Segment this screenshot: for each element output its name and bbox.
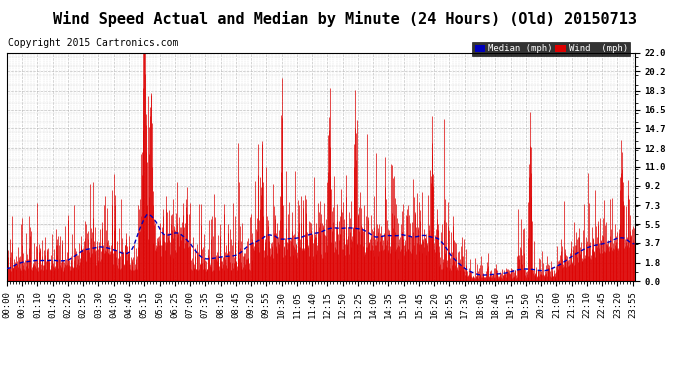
- Text: Copyright 2015 Cartronics.com: Copyright 2015 Cartronics.com: [8, 38, 178, 48]
- Legend: Median (mph), Wind  (mph): Median (mph), Wind (mph): [473, 42, 630, 56]
- Text: Wind Speed Actual and Median by Minute (24 Hours) (Old) 20150713: Wind Speed Actual and Median by Minute (…: [53, 11, 637, 27]
